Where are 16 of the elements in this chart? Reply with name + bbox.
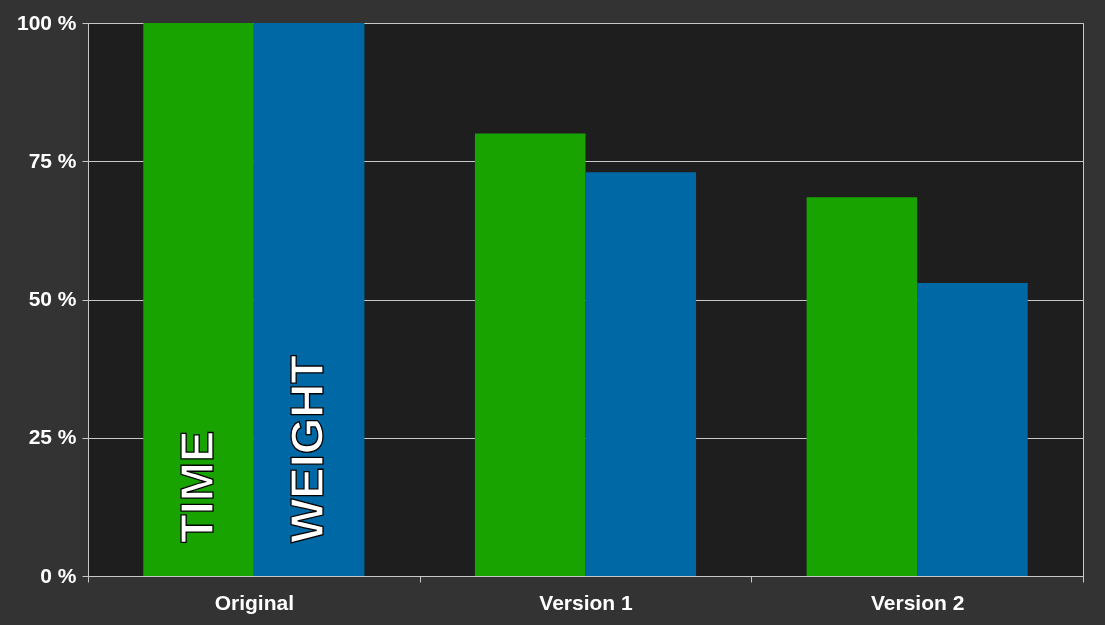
bar: [253, 23, 365, 576]
x-tick-label: Original: [214, 590, 295, 614]
x-tick-label: Version 1: [539, 590, 634, 614]
bar: [143, 23, 254, 576]
x-tick-label: Version 2: [870, 590, 965, 614]
series-label: WEIGHT: [280, 354, 334, 543]
bar: [474, 133, 586, 576]
y-tick-label: 100 %: [16, 10, 77, 34]
series-label: TIME: [169, 430, 223, 543]
y-tick-label: 50 %: [28, 287, 77, 310]
y-tick-label: 25 %: [28, 425, 77, 449]
y-tick-label: 75 %: [28, 148, 77, 172]
bar: [806, 197, 918, 576]
bar: [585, 172, 697, 576]
y-tick-label: 0 %: [40, 563, 77, 587]
bar: [917, 282, 1028, 576]
